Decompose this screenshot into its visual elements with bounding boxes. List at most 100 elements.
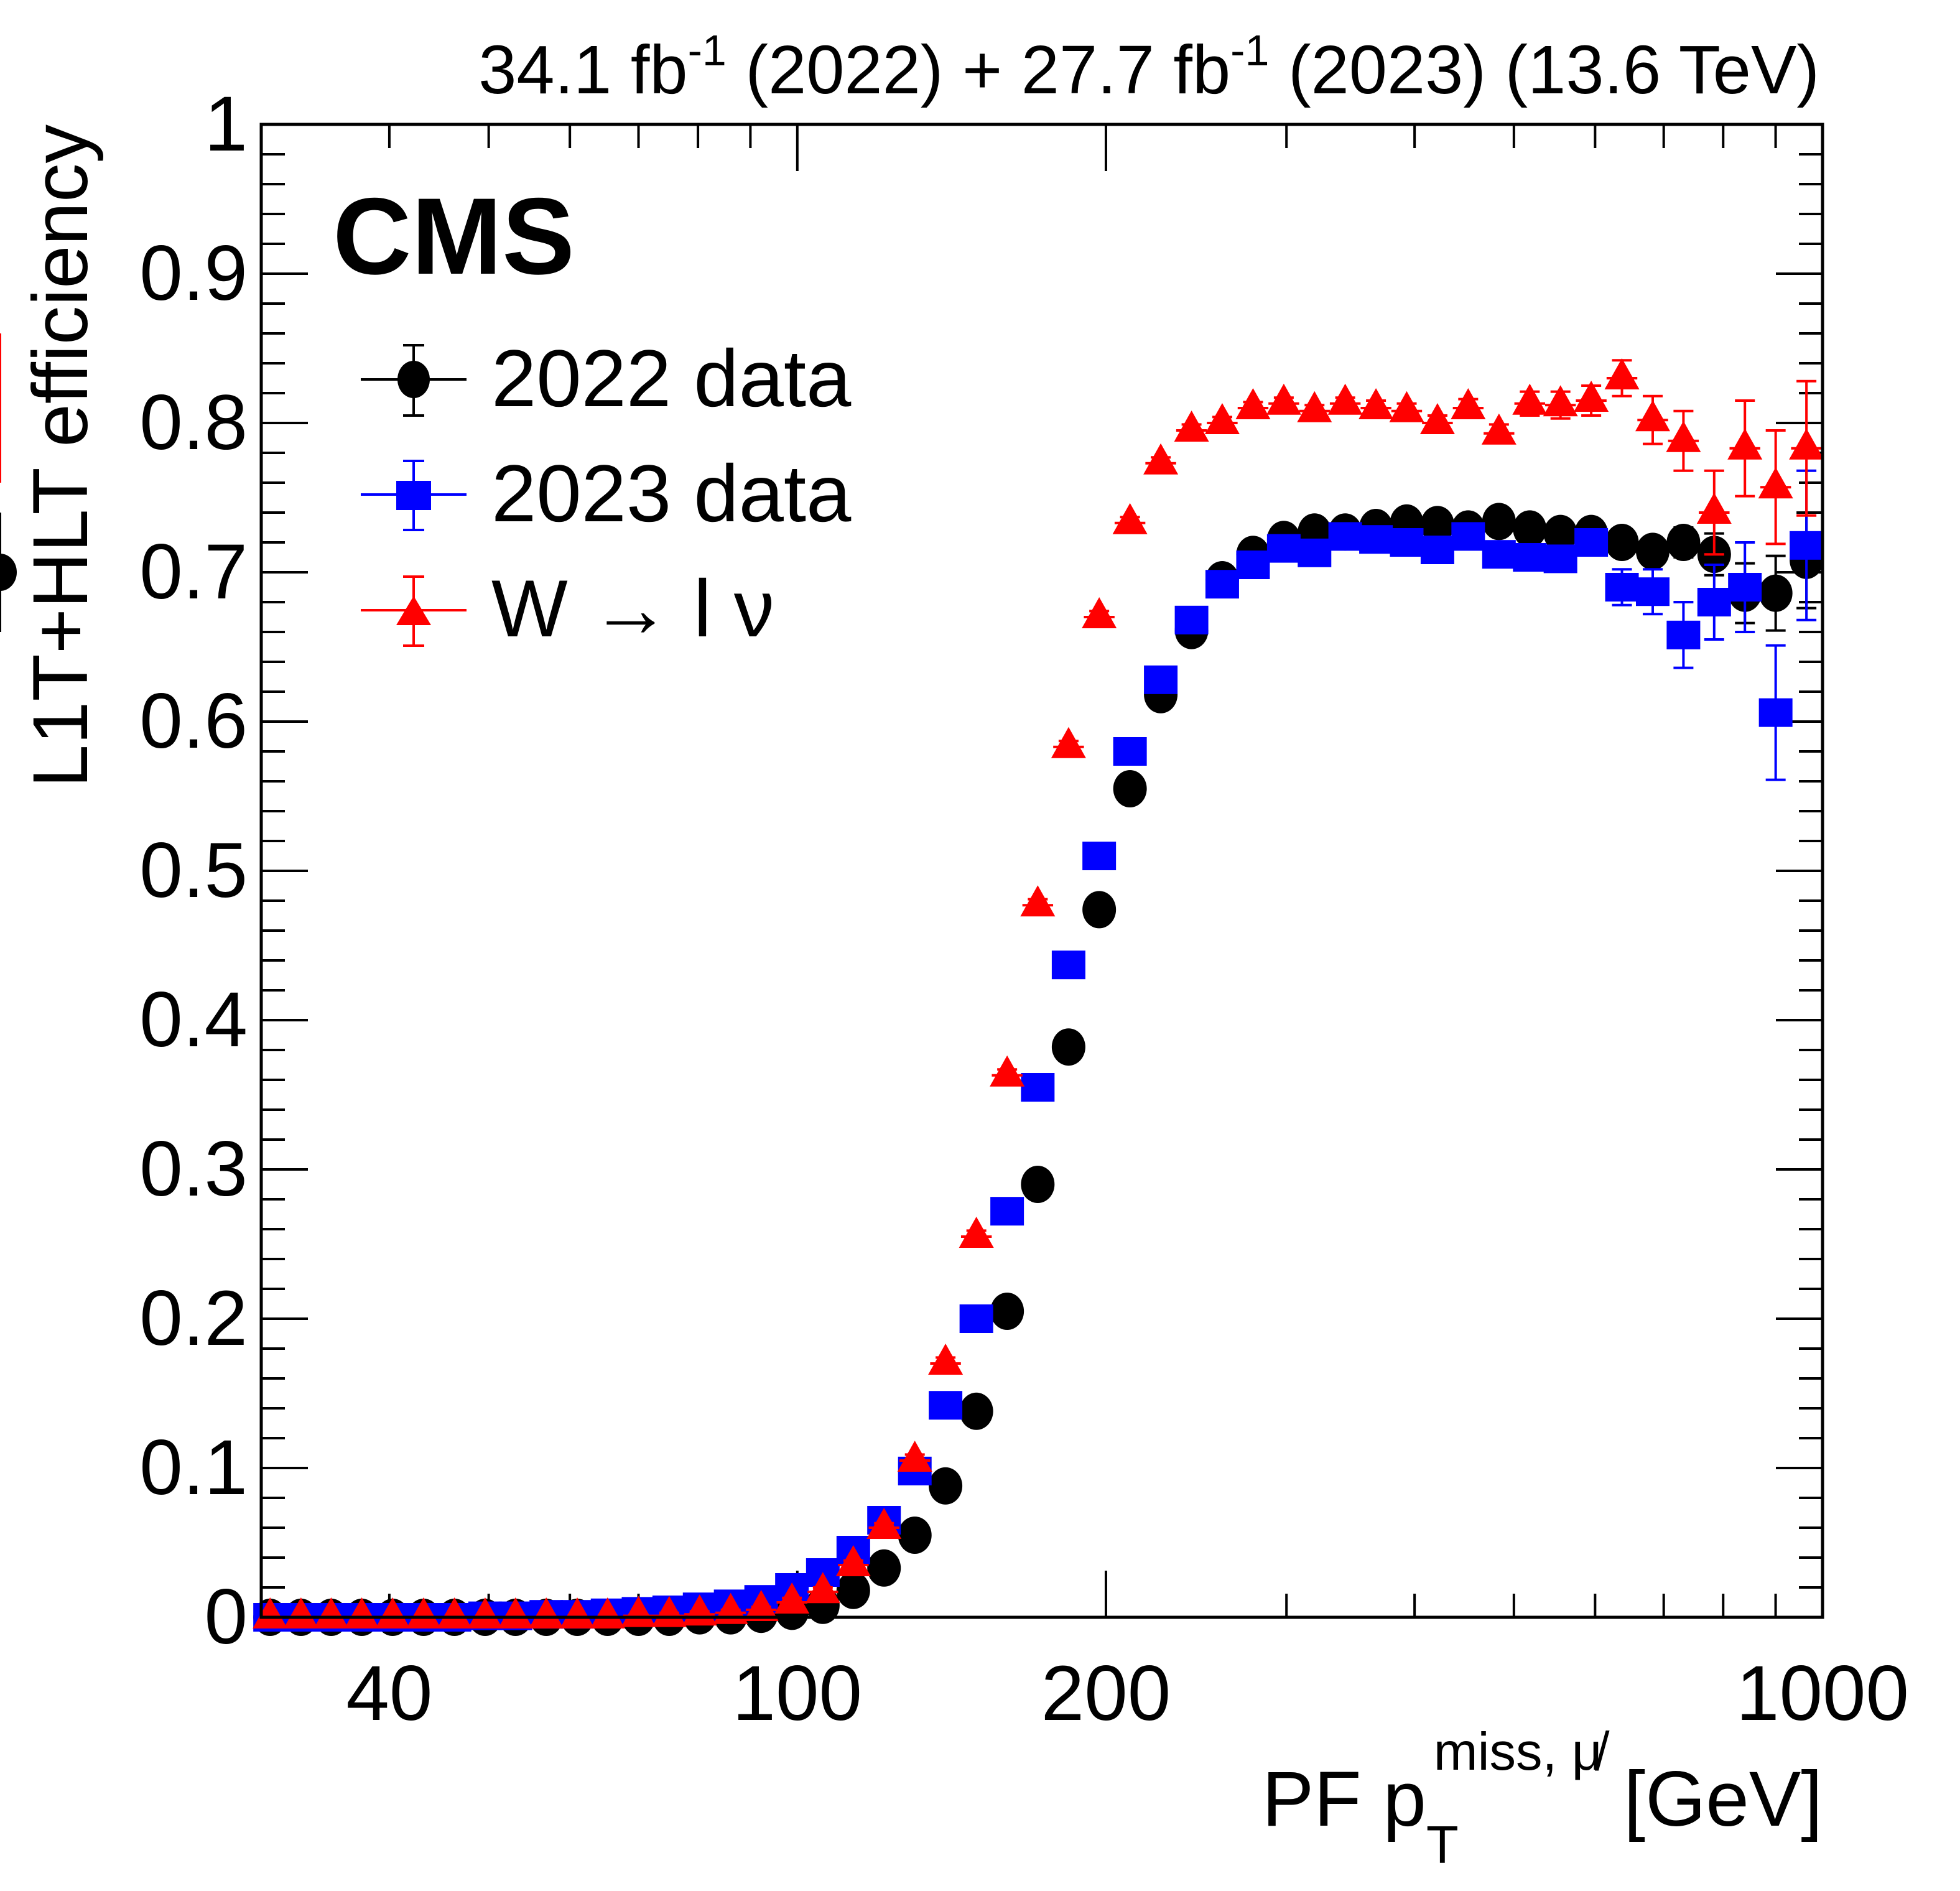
- data-point-triangle: [375, 1597, 411, 1628]
- data-point-triangle: [1419, 403, 1455, 434]
- data-point-triangle: [928, 1344, 964, 1375]
- data-point-square: [1420, 536, 1454, 564]
- data-point-triangle: [1574, 381, 1609, 412]
- data-point-square: [1174, 605, 1209, 634]
- data-point-triangle: [283, 1597, 318, 1628]
- data-point-triangle: [1481, 413, 1516, 445]
- data-point-triangle: [774, 1582, 810, 1614]
- legend-marker-circle: [397, 361, 430, 398]
- data-point-circle: [1666, 524, 1701, 561]
- y-tick-label: 1: [204, 81, 248, 167]
- data-point-triangle: [743, 1590, 779, 1621]
- lumi-1: 34.1 fb: [478, 32, 687, 108]
- y-tick-label: 0.4: [139, 977, 248, 1063]
- data-point-triangle: [1451, 388, 1486, 419]
- data-point-square: [1359, 525, 1393, 554]
- x-axis-label: PF pTmiss, μ̸ [GeV]: [1262, 1722, 1823, 1875]
- data-point-square: [1144, 665, 1178, 694]
- data-point-circle: [1758, 574, 1793, 612]
- y-tick-label: 0.8: [139, 379, 248, 466]
- data-point-triangle: [1789, 428, 1824, 460]
- data-point-circle: [898, 1517, 932, 1554]
- legend-entry-2022: 2022 data: [361, 333, 852, 424]
- y-tick-label: 0.5: [139, 827, 248, 914]
- data-point-triangle: [529, 1597, 564, 1628]
- y-tick-label: 0.6: [139, 678, 248, 764]
- data-point-square: [1021, 1073, 1055, 1102]
- data-point-triangle: [1666, 420, 1701, 452]
- data-point-square: [1513, 543, 1547, 572]
- data-point-square: [1390, 528, 1424, 557]
- data-point-triangle: [1266, 383, 1301, 415]
- series-triangle: [0, 333, 1824, 1628]
- data-point-square: [1051, 950, 1085, 980]
- data-point-circle: [1113, 770, 1147, 807]
- data-point-square: [1236, 551, 1270, 579]
- x-tick-label: 1000: [1736, 1650, 1909, 1737]
- data-point-triangle: [1758, 467, 1793, 499]
- data-point-square: [1205, 570, 1239, 599]
- data-point-circle: [1543, 514, 1577, 552]
- data-point-triangle: [467, 1597, 503, 1628]
- data-point-triangle: [1604, 358, 1640, 389]
- x-tick-label: 40: [346, 1650, 432, 1737]
- data-point-square: [1790, 531, 1824, 560]
- data-point-triangle: [1235, 388, 1271, 419]
- x-label-sub: T: [1426, 1816, 1459, 1875]
- data-point-square: [1635, 577, 1670, 606]
- data-point-square: [1266, 534, 1301, 563]
- data-point-triangle: [406, 1597, 442, 1628]
- data-point-circle: [0, 554, 17, 591]
- data-point-triangle: [959, 1217, 994, 1248]
- data-point-triangle: [1327, 383, 1363, 415]
- legend-entry-wlnu: W → l ν: [361, 563, 774, 654]
- y-tick-label: 0.2: [139, 1275, 248, 1362]
- data-point-triangle: [651, 1596, 687, 1627]
- plot-frame: [259, 123, 1824, 1619]
- data-point-triangle: [498, 1597, 533, 1628]
- data-point-triangle: [1297, 391, 1332, 422]
- data-point-square: [929, 1391, 963, 1420]
- data-point-square: [1728, 573, 1762, 602]
- data-point-triangle: [1696, 493, 1732, 524]
- lumi-sup-2: -1: [1230, 26, 1269, 75]
- data-point-triangle: [1174, 411, 1209, 442]
- data-point-triangle: [1635, 400, 1670, 432]
- data-point-triangle: [897, 1441, 932, 1472]
- data-point-triangle: [437, 1597, 472, 1628]
- data-point-triangle: [621, 1596, 656, 1627]
- data-point-triangle: [990, 1055, 1025, 1087]
- data-point-triangle: [805, 1572, 840, 1604]
- data-point-triangle: [1020, 885, 1056, 917]
- y-tick-label: 0.1: [139, 1424, 248, 1511]
- data-point-square: [1451, 522, 1485, 551]
- data-point-triangle: [1543, 385, 1578, 417]
- data-point-triangle: [835, 1545, 871, 1576]
- legend-marker-triangle: [396, 596, 431, 625]
- data-point-square: [1298, 538, 1332, 567]
- data-point-square: [1574, 528, 1609, 557]
- x-tick-label: 200: [1041, 1650, 1171, 1737]
- series-square: [253, 469, 1824, 1632]
- tick-labels: 0 0.1 0.2 0.3 0.4 0.5 0.6 0.7 0.8 0.9 1 40 100 200 100…: [139, 81, 1909, 1737]
- data-point-triangle: [1512, 383, 1548, 415]
- data-point-triangle: [559, 1597, 595, 1628]
- data-point-square: [959, 1304, 993, 1333]
- data-point-square: [1328, 522, 1362, 551]
- data-point-circle: [1513, 510, 1547, 548]
- data-point-circle: [1635, 532, 1670, 570]
- data-point-square: [1543, 544, 1577, 574]
- x-label-sup: miss, μ̸: [1434, 1722, 1610, 1782]
- data-point-triangle: [1051, 727, 1086, 758]
- data-marks: [0, 333, 1824, 1636]
- lumi-label: 34.1 fb-1 (2022) + 27.7 fb-1 (2023) (13.…: [478, 26, 1819, 108]
- data-point-square: [1605, 573, 1639, 602]
- data-point-circle: [929, 1467, 963, 1505]
- y-tick-label: 0.3: [139, 1126, 248, 1212]
- data-point-triangle: [1389, 391, 1424, 422]
- data-point-triangle: [253, 1597, 288, 1628]
- legend-entry-2023: 2023 data: [361, 448, 852, 539]
- data-point-square: [1113, 737, 1147, 766]
- data-point-triangle: [1112, 503, 1148, 534]
